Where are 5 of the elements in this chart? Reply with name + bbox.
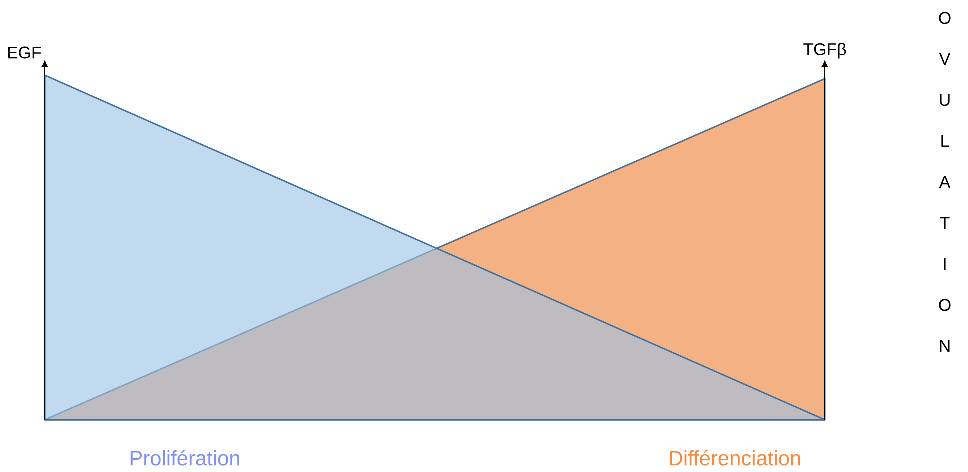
text: Prolifération: [130, 450, 240, 466]
series-label: EGF: [8, 46, 42, 59]
text: OVULATION: [939, 12, 951, 352]
series-label: TGFβ: [804, 43, 846, 59]
text: Différenciation: [670, 450, 800, 466]
